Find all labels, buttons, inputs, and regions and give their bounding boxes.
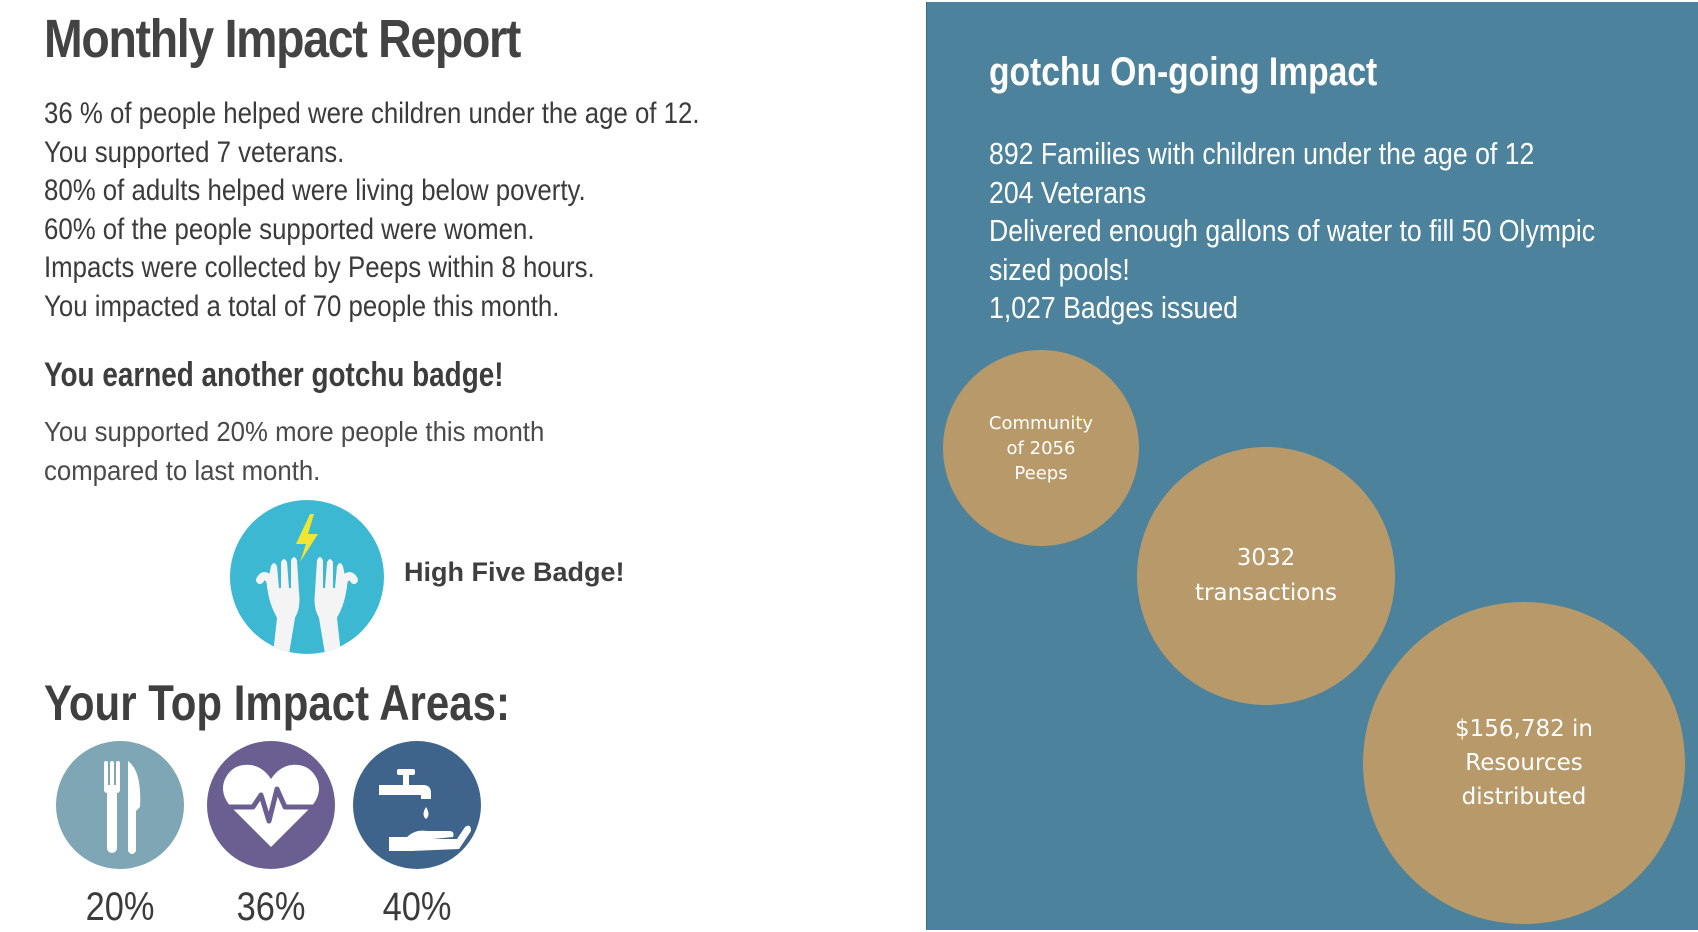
high-five-hands-icon <box>256 514 358 654</box>
resources-bubble-label: $156,782 in Resources distributed <box>1454 716 1594 810</box>
monthly-stats-list: 36 % of people helped were children unde… <box>44 95 700 327</box>
high-five-badge <box>230 500 384 654</box>
impact-area-water: 40% <box>352 741 482 930</box>
stat-collection-time: Impacts were collected by Peeps within 8… <box>44 251 595 285</box>
community-bubble: Community of 2056 Peeps <box>943 350 1139 546</box>
monthly-report-section: Monthly Impact Report 36 % of people hel… <box>44 9 700 930</box>
ongoing-impact-title: gotchu On-going Impact <box>989 50 1378 94</box>
heart-pulse-icon <box>223 764 319 847</box>
badge-label: High Five Badge! <box>404 557 625 587</box>
impact-area-health: 36% <box>206 741 336 930</box>
impact-area-percent: 20% <box>85 885 155 929</box>
stat-women: 60% of the people supported were women. <box>44 212 535 246</box>
transactions-bubble: 3032 transactions <box>1137 447 1395 705</box>
water-circle <box>353 741 481 869</box>
water-tap-hand-icon <box>379 769 471 851</box>
top-areas-heading: Your Top Impact Areas: <box>44 675 510 731</box>
ongoing-stat-water: Delivered enough gallons of water to fil… <box>989 213 1596 287</box>
badge-support-text: You supported 20% more people this month… <box>44 416 545 486</box>
ongoing-stat-veterans: 204 Veterans <box>989 174 1147 210</box>
page-title: Monthly Impact Report <box>44 9 521 69</box>
stat-children: 36 % of people helped were children unde… <box>44 97 700 130</box>
ongoing-stat-families: 892 Families with children under the age… <box>989 136 1535 171</box>
resources-bubble: $156,782 in Resources distributed <box>1363 602 1685 924</box>
ongoing-impact-panel: gotchu On-going Impact 892 Families with… <box>926 2 1698 930</box>
impact-area-percent: 40% <box>382 885 452 929</box>
impact-area-food: 20% <box>55 741 185 930</box>
stat-poverty: 80% of adults helped were living below p… <box>44 174 586 208</box>
fork-knife-icon <box>104 761 141 854</box>
ongoing-stats-list: 892 Families with children under the age… <box>989 135 1660 328</box>
community-bubble-label: Community of 2056 Peeps <box>988 412 1094 484</box>
health-circle <box>207 741 335 869</box>
transactions-bubble-label: 3032 transactions <box>1195 545 1337 606</box>
food-circle <box>56 741 184 869</box>
badge-earned-heading: You earned another gotchu badge! <box>44 356 504 394</box>
stat-total-people: You impacted a total of 70 people this m… <box>44 289 560 323</box>
ongoing-stat-badges: 1,027 Badges issued <box>989 290 1239 326</box>
stat-veterans: You supported 7 veterans. <box>44 135 345 169</box>
impact-area-percent: 36% <box>236 885 306 929</box>
